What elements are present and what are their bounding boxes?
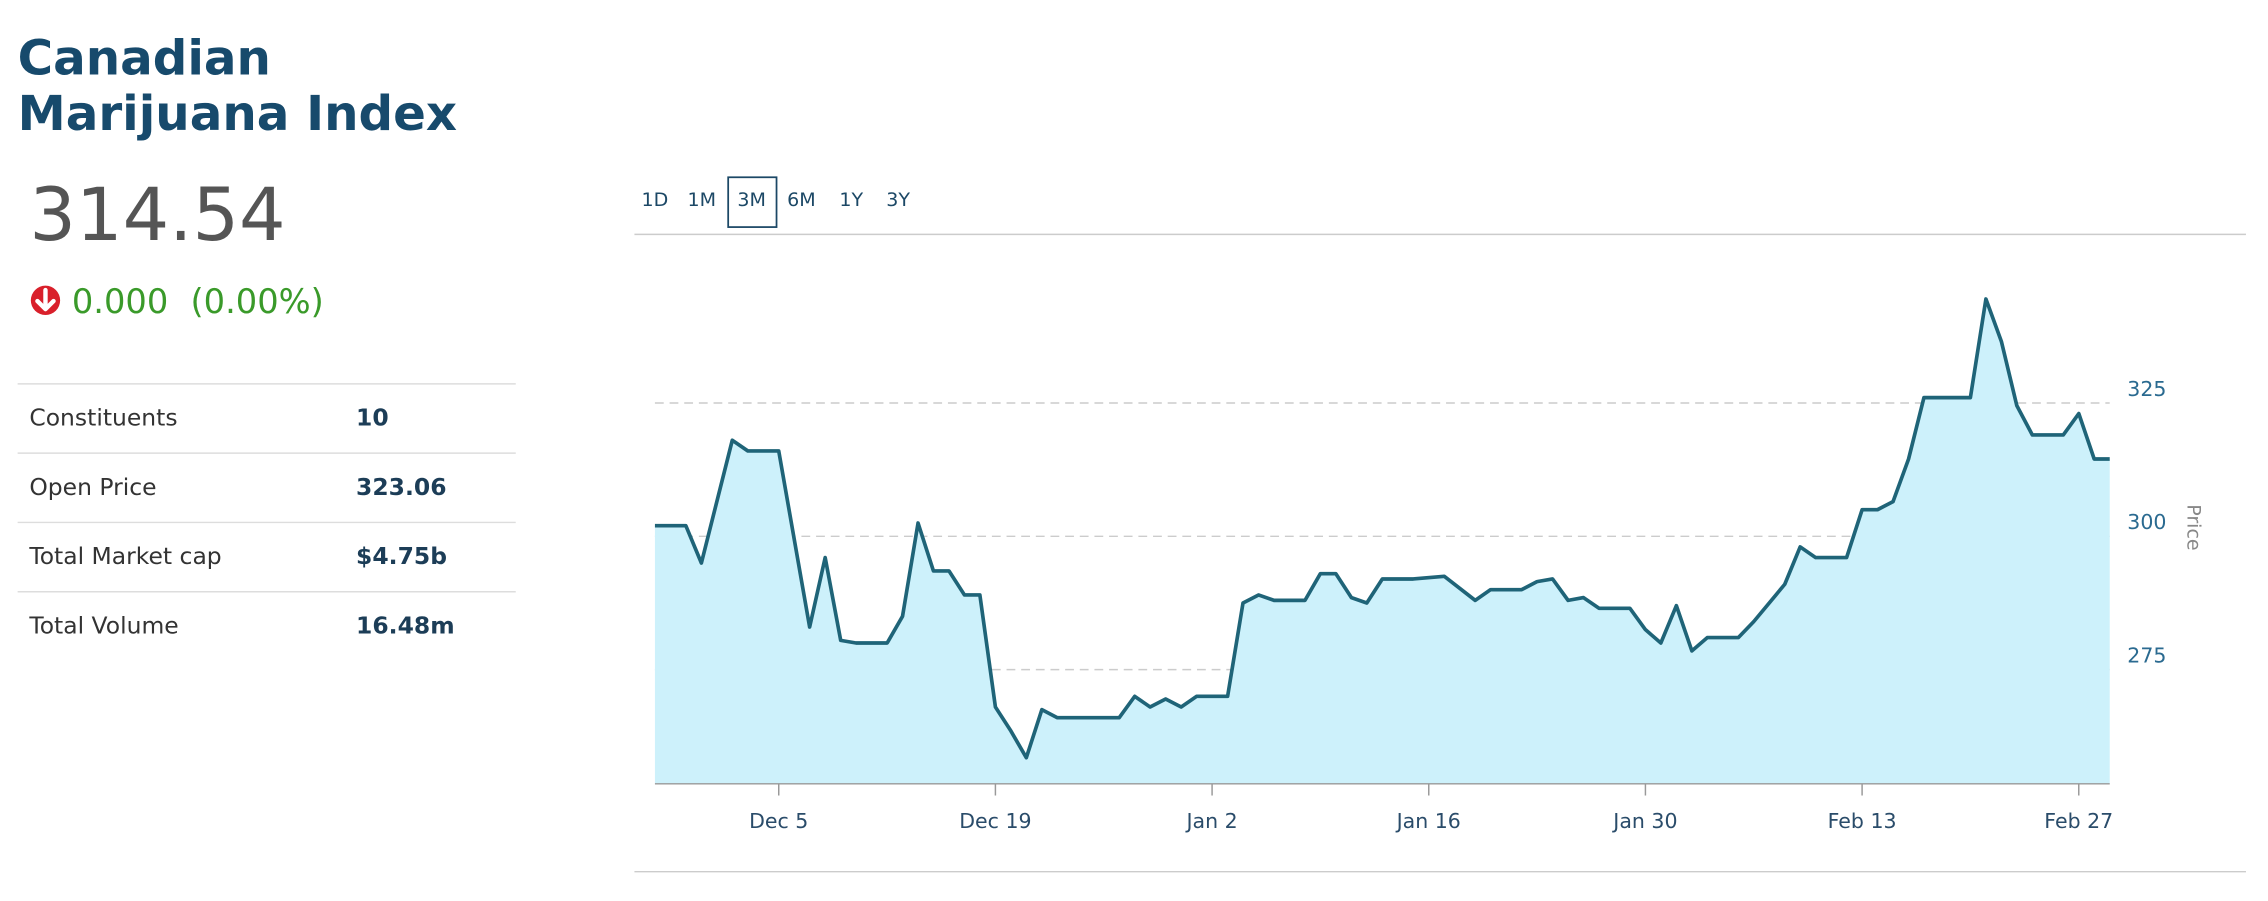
down-icon — [30, 285, 61, 315]
x-tick-label: Feb 13 — [1828, 809, 1897, 833]
range-button[interactable]: 1Y — [839, 189, 863, 211]
x-tick-label: Dec 19 — [959, 809, 1031, 833]
stat-value: 323.06 — [356, 473, 446, 501]
title-line: Canadian — [18, 31, 271, 87]
range-button[interactable]: 3M — [737, 189, 766, 211]
y-tick-label: 300 — [2127, 510, 2166, 534]
y-axis-label: Price — [2183, 504, 2205, 550]
stat-label: Total Market cap — [28, 542, 221, 570]
line — [654, 297, 2110, 760]
stat-value: $4.75b — [356, 542, 447, 570]
stat-label: Total Volume — [28, 611, 178, 639]
x-tick-label: Jan 2 — [1184, 809, 1237, 833]
stat-value: 16.48m — [356, 611, 455, 639]
range-button[interactable]: 1M — [688, 189, 717, 211]
range-button[interactable]: 3Y — [886, 189, 910, 211]
stat-label: Constituents — [29, 404, 177, 432]
y-tick-label: 325 — [2127, 377, 2166, 401]
area — [654, 299, 2110, 784]
range-button-selected — [727, 176, 778, 228]
range-button[interactable]: 6M — [787, 189, 816, 211]
x-tick-label: Feb 27 — [2044, 809, 2113, 833]
x-tick-label: Dec 5 — [749, 809, 808, 833]
title-line: Marijuana Index — [18, 86, 457, 142]
price: 314.54 — [29, 173, 285, 258]
stat-label: Open Price — [29, 473, 156, 501]
y-tick-label: 275 — [2127, 643, 2166, 667]
x-tick-label: Jan 16 — [1395, 809, 1461, 833]
x-tick-label: Jan 30 — [1611, 809, 1677, 833]
range-button[interactable]: 1D — [642, 189, 669, 211]
stat-value: 10 — [356, 404, 389, 432]
change-percent: (0.00%) — [191, 282, 324, 321]
change: 0.000 — [72, 282, 168, 321]
